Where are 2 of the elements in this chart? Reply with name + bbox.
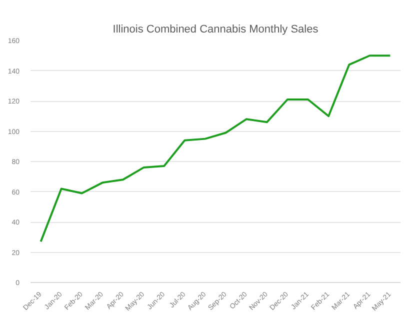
chart-title: Illinois Combined Cannabis Monthly Sales [112,24,319,36]
line-series [40,54,392,243]
